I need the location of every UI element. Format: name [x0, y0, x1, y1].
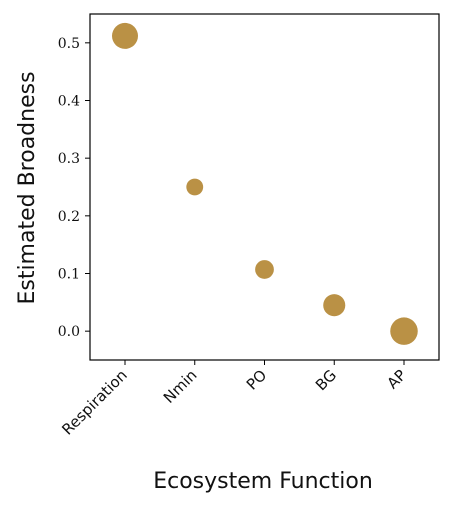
data-point	[390, 317, 418, 345]
x-tick-label: BG	[312, 366, 340, 394]
data-points	[112, 22, 418, 345]
data-point	[186, 178, 204, 196]
y-tick-label: 0.4	[58, 94, 80, 110]
data-point	[112, 22, 138, 49]
y-tick-label: 0.0	[58, 324, 80, 340]
x-axis-ticks: Respiration Nmin PO BG AP	[58, 360, 410, 439]
y-axis-ticks: 0.0 0.1 0.2 0.3 0.4 0.5	[58, 36, 90, 340]
x-tick-label: Respiration	[58, 366, 131, 439]
x-tick-label: AP	[383, 366, 409, 392]
x-tick-label: PO	[243, 366, 270, 393]
x-tick-label: Nmin	[160, 366, 201, 407]
data-point	[323, 294, 346, 317]
plot-frame	[89, 13, 440, 361]
y-tick-label: 0.2	[58, 209, 80, 225]
x-axis-title: Ecosystem Function	[153, 469, 373, 494]
data-point	[255, 260, 274, 279]
y-tick-label: 0.1	[58, 267, 80, 283]
y-tick-label: 0.5	[58, 36, 80, 52]
y-tick-label: 0.3	[58, 151, 80, 167]
y-axis-title: Estimated Broadness	[15, 71, 40, 304]
